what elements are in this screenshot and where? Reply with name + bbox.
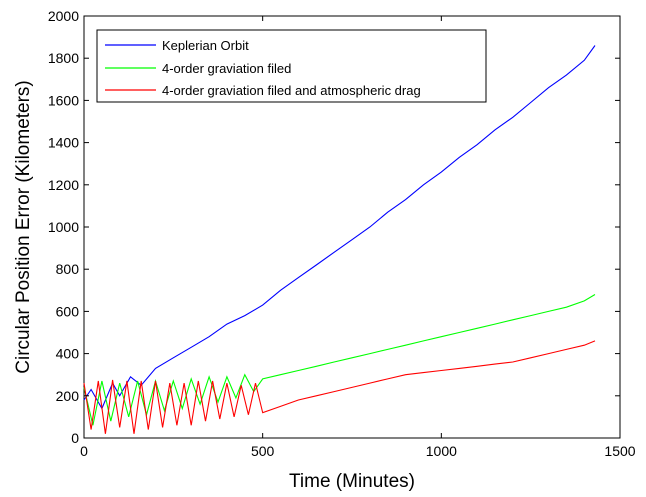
y-tick-label: 1400: [48, 135, 79, 151]
series-layer: [83, 45, 596, 434]
x-axis-label: Time (Minutes): [289, 471, 415, 492]
legend-box: [96, 29, 487, 103]
y-tick-label: 800: [56, 261, 80, 277]
series-line-0: [83, 45, 596, 410]
y-tick-label: 400: [56, 346, 80, 362]
y-tick-label: 1200: [48, 177, 79, 193]
y-tick-label: 2000: [48, 8, 79, 24]
x-tick-label: 500: [251, 443, 275, 459]
legend-label-drag: 4-order graviation filed and atmospheric…: [162, 83, 421, 98]
y-tick-label: 200: [56, 388, 80, 404]
y-tick-label: 600: [56, 303, 80, 319]
x-tick-label: 1000: [426, 443, 457, 459]
y-tick-label: 0: [71, 430, 79, 446]
legend-label-graviation: 4-order graviation filed: [162, 61, 291, 76]
y-tick-label: 1800: [48, 50, 79, 66]
series-line-2: [83, 340, 596, 434]
x-tick-label: 1500: [604, 443, 635, 459]
y-tick-label: 1600: [48, 92, 79, 108]
legend: Keplerian Orbit 4-order graviation filed…: [96, 29, 487, 103]
ticks-layer: 0 500 1000 1500 0 200 400 600 800 1000 1200 1400 160…: [48, 8, 636, 459]
x-tick-label: 0: [80, 443, 88, 459]
legend-label-keplerian: Keplerian Orbit: [162, 38, 249, 53]
y-tick-label: 1000: [48, 219, 79, 235]
y-axis-label: Circular Position Error (Kilometers): [13, 80, 34, 374]
series-line-1: [83, 294, 596, 426]
